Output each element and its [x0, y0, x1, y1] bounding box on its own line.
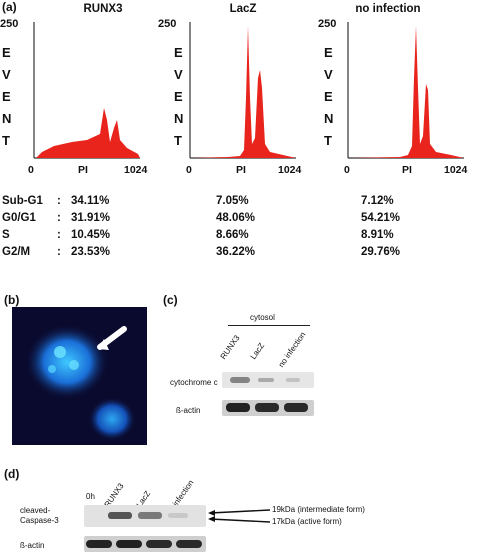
lacz-value: 7.05%: [216, 194, 249, 207]
phase-name: G2/M: [2, 245, 31, 258]
panel-c-label: (c): [163, 293, 178, 307]
beta-actin-blot-c: [222, 400, 314, 416]
cytosol-header: cytosol: [250, 313, 275, 322]
band: [255, 403, 279, 412]
band: [284, 403, 308, 412]
histogram-fill: [192, 26, 296, 158]
y-max-label: 250: [0, 18, 19, 30]
separator: :: [57, 228, 61, 241]
band: [86, 540, 112, 548]
row-label-beta-actin: ß-actin: [20, 541, 45, 550]
runx3-value: 34.11%: [71, 194, 110, 207]
lane-label-runx3: RUNX3: [218, 333, 242, 361]
y-max-label: 250: [318, 18, 337, 30]
beta-actin-blot-d: [84, 536, 206, 552]
runx3-value: 31.91%: [71, 211, 111, 224]
fluorescence-image: [12, 307, 147, 445]
histogram-fill: [350, 26, 464, 158]
cell-cycle-stats-table: Sub-G1 : 34.11% 7.05% 7.12% G0/G1 : 31.9…: [2, 192, 480, 260]
hist-title-runx3: RUNX3: [83, 3, 123, 15]
lane-label-no-infection: no infection: [276, 330, 308, 369]
band: [286, 378, 300, 382]
caspase-3-blot: [84, 505, 206, 527]
row-label-beta-actin: ß-actin: [176, 406, 201, 415]
no-infection-value: 29.76%: [361, 245, 401, 258]
runx3-value: 23.53%: [71, 245, 111, 258]
row-label-cytochrome-c: cytochrome c: [170, 378, 218, 387]
annotation-19kda: 19kDa (intermediate form): [272, 505, 365, 514]
band: [168, 513, 188, 518]
no-infection-value: 8.91%: [361, 228, 394, 241]
separator: :: [57, 245, 61, 258]
stats-row: G2/M : 23.53% 36.22% 29.76%: [2, 243, 480, 260]
band: [146, 540, 172, 548]
no-infection-value: 54.21%: [361, 211, 401, 224]
y-max-label: 250: [158, 18, 177, 30]
separator: :: [57, 211, 61, 224]
cytosol-bracket: [228, 325, 310, 326]
lane-label-lacz: LacZ: [248, 341, 267, 361]
x-end-label: 1024: [444, 164, 468, 176]
lane-label-0h: 0h: [86, 492, 95, 501]
x-axis-label: PI: [78, 164, 88, 176]
x-axis-label: PI: [236, 164, 246, 176]
fluorescence-micrograph: [25, 324, 136, 441]
row-label-cleaved-caspase-3: cleaved-Caspase-3: [20, 506, 59, 525]
annotation-17kda: 17kDa (active form): [272, 517, 342, 526]
band: [138, 512, 162, 519]
panel-d-label: (d): [4, 467, 20, 481]
cytochrome-c-blot: [222, 372, 314, 388]
band: [226, 403, 250, 412]
histogram-plot: [189, 22, 296, 159]
histogram-plot: [33, 22, 140, 159]
lacz-value: 36.22%: [216, 245, 256, 258]
lacz-value: 8.66%: [216, 228, 249, 241]
histogram-plot: [347, 22, 464, 159]
x-start-label: 0: [186, 164, 192, 176]
no-infection-value: 7.12%: [361, 194, 394, 207]
panel-b-label: (b): [4, 293, 20, 307]
phase-name: S: [2, 228, 10, 241]
stats-row: Sub-G1 : 34.11% 7.05% 7.12%: [2, 192, 480, 209]
lacz-value: 48.06%: [216, 211, 256, 224]
band: [230, 377, 250, 383]
band-arrows: [208, 509, 271, 523]
panel-a-label: (a): [2, 0, 17, 14]
band: [258, 378, 274, 382]
x-start-label: 0: [344, 164, 350, 176]
x-end-label: 1024: [278, 164, 302, 176]
stats-row: G0/G1 : 31.91% 48.06% 54.21%: [2, 209, 480, 226]
hist-title-no-infection: no infection: [355, 3, 421, 15]
x-axis-label: PI: [402, 164, 412, 176]
band: [116, 540, 142, 548]
x-end-label: 1024: [124, 164, 148, 176]
x-start-label: 0: [28, 164, 34, 176]
stats-row: S : 10.45% 8.66% 8.91%: [2, 226, 480, 243]
phase-name: G0/G1: [2, 211, 36, 224]
hist-title-lacz: LacZ: [229, 3, 257, 15]
phase-name: Sub-G1: [2, 194, 43, 207]
band: [108, 512, 132, 519]
band: [176, 540, 202, 548]
separator: :: [57, 194, 61, 207]
runx3-value: 10.45%: [71, 228, 111, 241]
histogram-fill: [36, 108, 140, 158]
